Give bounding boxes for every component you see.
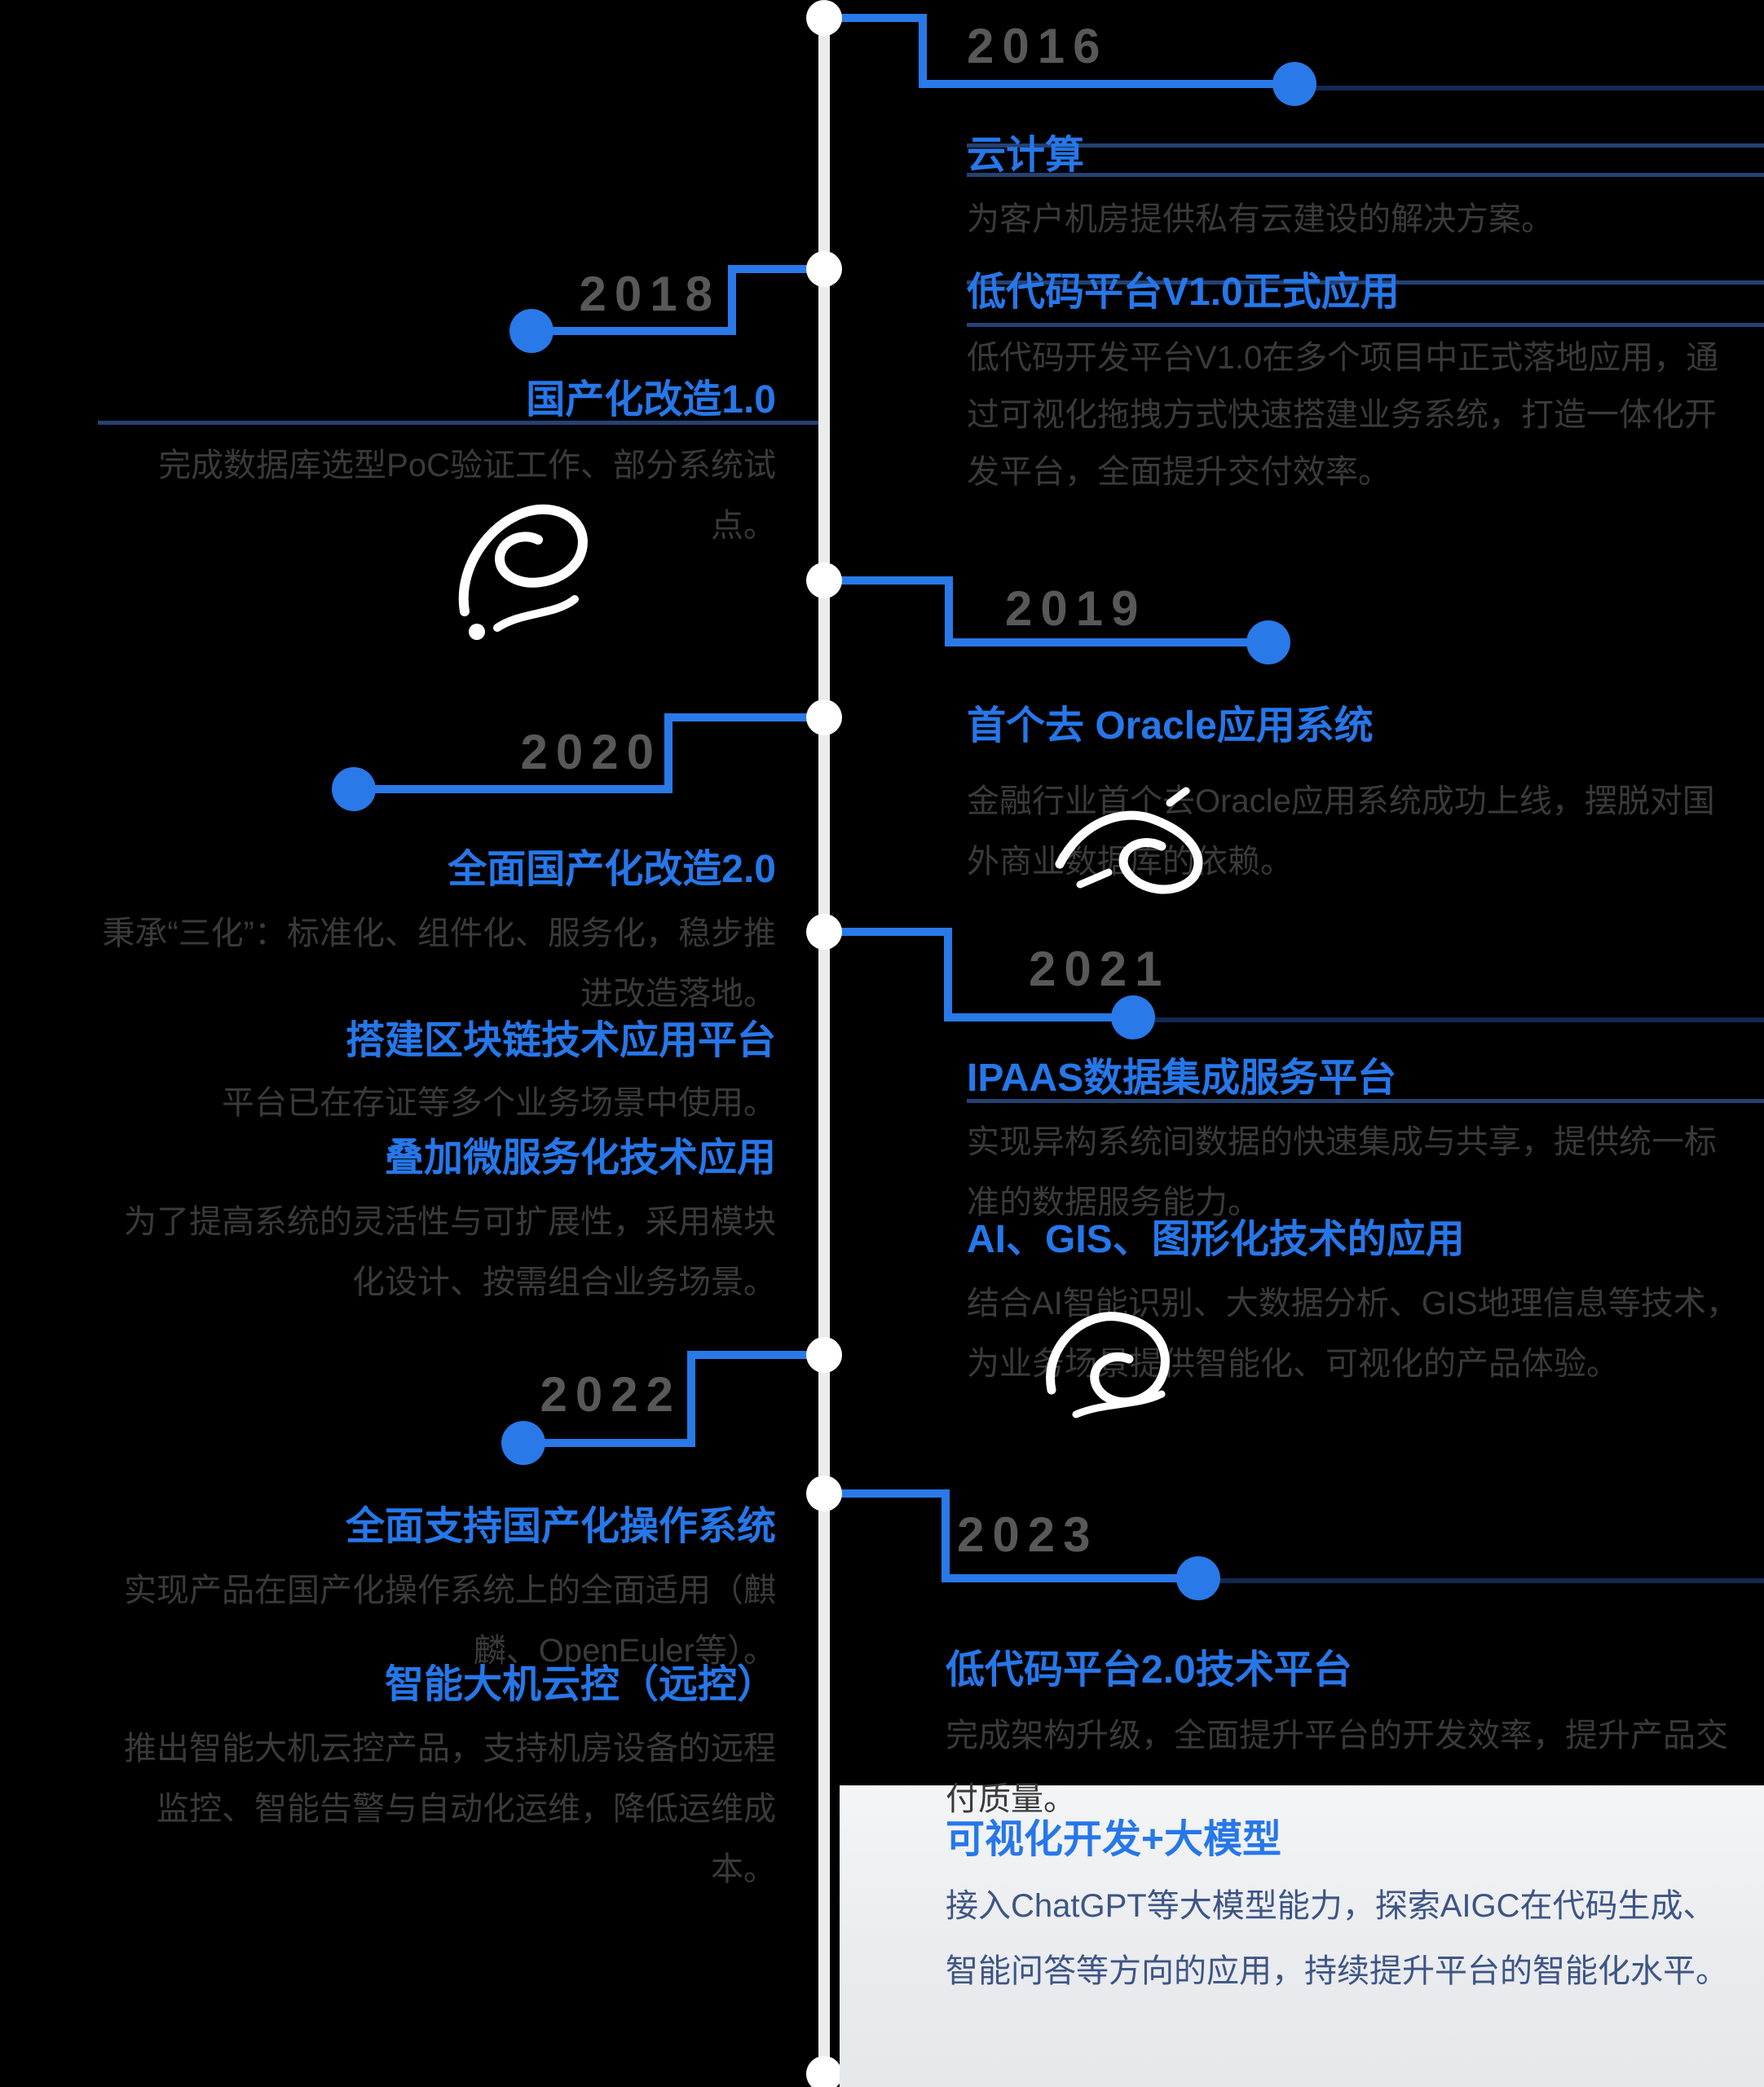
milestone-body-domestic-os: 实现产品在国产化操作系统上的全面适用（麒麟、OpenEuler等）。 xyxy=(124,1573,776,1669)
milestone-body-lowcode-v1: 低代码开发平台V1.0在多个项目中正式落地应用，通过可视化拖拽方式快速搭建业务系… xyxy=(967,340,1719,490)
milestone-title-localization-2-0: 全面国产化改造2.0 xyxy=(448,848,776,891)
connector-dot-2022 xyxy=(501,1421,545,1465)
milestone-title-microservice-tech: 叠加微服务化技术应用 xyxy=(384,1136,776,1180)
milestone-body-blockchain-platform: 平台已在存证等多个业务场景中使用。 xyxy=(222,1085,776,1121)
year-label-2020: 2020 xyxy=(520,725,662,779)
connector-dot-2019 xyxy=(1246,620,1290,664)
milestone-title-cloud-computing: 云计算 xyxy=(967,134,1085,177)
connector-dot-2023 xyxy=(1176,1556,1220,1600)
milestone-body-visual-dev-llm: 接入ChatGPT等大模型能力，探索AIGC在代码生成、智能问答等方向的应用，持… xyxy=(946,1888,1728,1989)
year-label-2016: 2016 xyxy=(967,19,1109,73)
milestone-body-de-oracle: 金融行业首个去Oracle应用系统成功上线，摆脱对国外商业数据库的依赖。 xyxy=(967,783,1715,880)
milestone-body-cloud-computing: 为客户机房提供私有云建设的解决方案。 xyxy=(967,201,1554,237)
year-label-2019: 2019 xyxy=(1005,581,1147,636)
milestone-title-ipaas-platform: IPAAS数据集成服务平台 xyxy=(967,1057,1397,1100)
milestone-body-smart-machine-control: 推出智能大机云控产品，支持机房设备的远程监控、智能告警与自动化运维，降低运维成本… xyxy=(124,1731,776,1887)
year-label-2022: 2022 xyxy=(540,1367,681,1422)
timeline-node xyxy=(806,1476,842,1511)
year-label-2023: 2023 xyxy=(957,1507,1099,1562)
milestone-title-ai-gis-graphics: AI、GIS、图形化技术的应用 xyxy=(967,1218,1465,1261)
timeline-spine xyxy=(818,16,830,2077)
milestone-title-localization-1-0: 国产化改造1.0 xyxy=(526,378,776,421)
heading-rule xyxy=(98,421,818,425)
timeline-node xyxy=(806,251,842,287)
milestone-title-visual-dev-llm: 可视化开发+大模型 xyxy=(946,1818,1282,1861)
year-label-2021: 2021 xyxy=(1029,942,1171,996)
milestone-title-lowcode-2-0: 低代码平台2.0技术平台 xyxy=(946,1648,1352,1692)
milestone-body-ipaas-platform: 实现异构系统间数据的快速集成与共享，提供统一标准的数据服务能力。 xyxy=(967,1124,1717,1220)
heading-rule xyxy=(967,323,1764,327)
milestone-body-lowcode-2-0: 完成架构升级，全面提升平台的开发效率，提升产品交付质量。 xyxy=(946,1718,1728,1817)
timeline-node xyxy=(806,1337,842,1373)
connector-dot-2021 xyxy=(1111,995,1155,1039)
heading-rule xyxy=(967,173,1764,177)
heading-rule xyxy=(967,280,1764,285)
timeline-node xyxy=(806,563,842,598)
milestone-title-smart-machine-control: 智能大机云控（远控） xyxy=(384,1663,776,1706)
heading-rule xyxy=(967,1099,1764,1103)
timeline-node xyxy=(806,914,842,950)
timeline-node xyxy=(806,699,842,735)
milestone-body-localization-1-0: 完成数据库选型PoC验证工作、部分系统试点。 xyxy=(158,448,776,544)
timeline-node xyxy=(806,2056,842,2087)
milestone-body-ai-gis-graphics: 结合AI智能识别、大数据分析、GIS地理信息等技术，为业务场景提供智能化、可视化… xyxy=(967,1286,1739,1382)
milestone-title-blockchain-platform: 搭建区块链技术应用平台 xyxy=(345,1019,776,1062)
year-label-2018: 2018 xyxy=(579,267,721,321)
timeline-node xyxy=(806,0,842,36)
connector-dot-2016 xyxy=(1272,62,1316,106)
highlight-band xyxy=(840,1785,1764,2087)
milestone-title-domestic-os: 全面支持国产化操作系统 xyxy=(345,1505,776,1548)
milestone-title-lowcode-v1: 低代码平台V1.0正式应用 xyxy=(967,271,1400,314)
milestone-body-microservice-tech: 为了提高系统的灵活性与可扩展性，采用模块化设计、按需组合业务场景。 xyxy=(124,1204,776,1300)
milestone-body-localization-2-0: 秉承“三化”：标准化、组件化、服务化，稳步推进改造落地。 xyxy=(102,916,776,1012)
heading-rule xyxy=(967,143,1764,148)
milestone-title-de-oracle: 首个去 Oracle应用系统 xyxy=(967,704,1374,748)
